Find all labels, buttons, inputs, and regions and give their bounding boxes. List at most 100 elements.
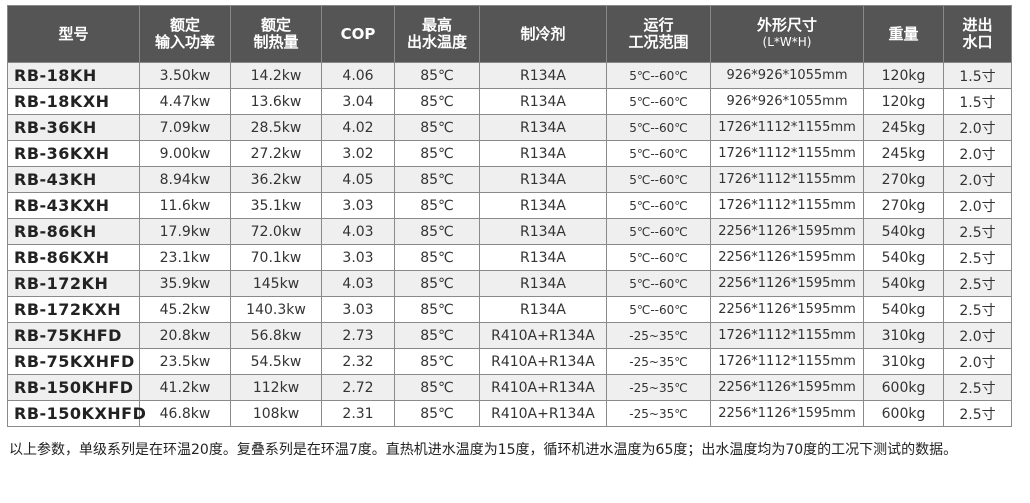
cell-weight: 540kg (863, 244, 944, 271)
cell-input-power: 11.6kw (139, 192, 231, 219)
cell-input-power: 35.9kw (139, 270, 231, 297)
cell-weight: 600kg (863, 400, 944, 427)
cell-heating-capacity: 140.3kw (230, 296, 322, 323)
cell-cop: 3.03 (321, 192, 395, 219)
header-cop: COP (321, 5, 395, 63)
cell-operating-range: 5℃--60℃ (606, 62, 711, 89)
cell-water-port: 2.0寸 (943, 114, 1012, 141)
cell-dimensions: 926*926*1055mm (710, 88, 864, 115)
cell-operating-range: 5℃--60℃ (606, 88, 711, 115)
table-row: RB-86KH 17.9kw 72.0kw 4.03 85℃ R134A 5℃--60℃ 22… (7, 218, 1012, 245)
cell-input-power: 23.1kw (139, 244, 231, 271)
cell-model: RB-86KH (7, 218, 140, 245)
cell-dimensions: 1726*1112*1155mm (710, 166, 864, 193)
footnote: 以上参数，单级系列是在环温20度。复叠系列是在环温7度。直热机进水温度为15度，… (9, 442, 958, 458)
header-line1: COP (340, 24, 376, 43)
header-line1: 额定 (260, 16, 291, 34)
cell-refrigerant: R410A+R134A (479, 400, 607, 427)
cell-refrigerant: R134A (479, 244, 607, 271)
header-line2: 制热量 (253, 33, 299, 51)
cell-input-power: 45.2kw (139, 296, 231, 323)
table-row: RB-18KH 3.50kw 14.2kw 4.06 85℃ R134A 5℃--60℃ 92… (7, 62, 1012, 89)
cell-dimensions: 1726*1112*1155mm (710, 192, 864, 219)
cell-max-outlet-temp: 85℃ (394, 192, 480, 219)
cell-water-port: 2.0寸 (943, 192, 1012, 219)
cell-weight: 540kg (863, 218, 944, 245)
header-water-port: 进出 水口 (943, 5, 1012, 63)
cell-water-port: 2.5寸 (943, 400, 1012, 427)
cell-water-port: 2.0寸 (943, 166, 1012, 193)
cell-heating-capacity: 28.5kw (230, 114, 322, 141)
cell-max-outlet-temp: 85℃ (394, 140, 480, 167)
cell-refrigerant: R134A (479, 218, 607, 245)
cell-weight: 540kg (863, 296, 944, 323)
cell-max-outlet-temp: 85℃ (394, 348, 480, 375)
table-row: RB-172KXH 45.2kw 140.3kw 3.03 85℃ R134A 5℃--60… (7, 296, 1012, 323)
cell-input-power: 7.09kw (139, 114, 231, 141)
table-row: RB-43KH 8.94kw 36.2kw 4.05 85℃ R134A 5℃--60℃ 17… (7, 166, 1012, 193)
cell-water-port: 1.5寸 (943, 62, 1012, 89)
header-dimensions: 外形尺寸 (L*W*H) (710, 5, 864, 63)
cell-dimensions: 926*926*1055mm (710, 62, 864, 89)
table-row: RB-150KXHFD 46.8kw 108kw 2.31 85℃ R410A+R134A… (7, 400, 1012, 427)
cell-heating-capacity: 56.8kw (230, 322, 322, 349)
cell-max-outlet-temp: 85℃ (394, 114, 480, 141)
cell-heating-capacity: 145kw (230, 270, 322, 297)
cell-refrigerant: R134A (479, 114, 607, 141)
header-row: 型号 额定 输入功率 额定 制热量 COP 最高 出水温度 制冷剂 运行 工况范围 外形尺寸 (L*W*… (7, 5, 1012, 63)
cell-input-power: 46.8kw (139, 400, 231, 427)
header-line1: 重量 (888, 24, 919, 43)
cell-input-power: 41.2kw (139, 374, 231, 401)
cell-refrigerant: R410A+R134A (479, 322, 607, 349)
cell-refrigerant: R134A (479, 166, 607, 193)
cell-water-port: 2.0寸 (943, 348, 1012, 375)
cell-cop: 4.03 (321, 270, 395, 297)
spec-table: 型号 额定 输入功率 额定 制热量 COP 最高 出水温度 制冷剂 运行 工况范围 外形尺寸 (L*W*… (7, 5, 1012, 427)
cell-water-port: 2.5寸 (943, 374, 1012, 401)
cell-weight: 120kg (863, 88, 944, 115)
cell-dimensions: 2256*1126*1595mm (710, 244, 864, 271)
cell-water-port: 2.5寸 (943, 270, 1012, 297)
header-line1: 额定 (169, 16, 200, 34)
cell-water-port: 2.0寸 (943, 140, 1012, 167)
header-line2: 水口 (962, 33, 993, 51)
cell-dimensions: 1726*1112*1155mm (710, 322, 864, 349)
cell-weight: 310kg (863, 348, 944, 375)
cell-input-power: 23.5kw (139, 348, 231, 375)
cell-operating-range: 5℃--60℃ (606, 114, 711, 141)
cell-max-outlet-temp: 85℃ (394, 218, 480, 245)
cell-operating-range: 5℃--60℃ (606, 192, 711, 219)
cell-cop: 2.73 (321, 322, 395, 349)
cell-refrigerant: R134A (479, 270, 607, 297)
cell-model: RB-75KHFD (7, 322, 140, 349)
cell-dimensions: 2256*1126*1595mm (710, 218, 864, 245)
cell-dimensions: 1726*1112*1155mm (710, 114, 864, 141)
cell-heating-capacity: 35.1kw (230, 192, 322, 219)
cell-water-port: 1.5寸 (943, 88, 1012, 115)
cell-cop: 3.03 (321, 244, 395, 271)
cell-heating-capacity: 14.2kw (230, 62, 322, 89)
table-row: RB-43KXH 11.6kw 35.1kw 3.03 85℃ R134A 5℃--60℃ 1… (7, 192, 1012, 219)
header-weight: 重量 (863, 5, 944, 63)
cell-dimensions: 1726*1112*1155mm (710, 140, 864, 167)
cell-heating-capacity: 36.2kw (230, 166, 322, 193)
cell-weight: 245kg (863, 114, 944, 141)
cell-heating-capacity: 72.0kw (230, 218, 322, 245)
cell-operating-range: -25~35℃ (606, 374, 711, 401)
cell-heating-capacity: 108kw (230, 400, 322, 427)
cell-heating-capacity: 54.5kw (230, 348, 322, 375)
cell-operating-range: 5℃--60℃ (606, 244, 711, 271)
header-line1: 最高 (421, 16, 452, 34)
cell-input-power: 8.94kw (139, 166, 231, 193)
header-line2: 工况范围 (628, 33, 689, 51)
cell-max-outlet-temp: 85℃ (394, 374, 480, 401)
cell-operating-range: 5℃--60℃ (606, 166, 711, 193)
cell-dimensions: 2256*1126*1595mm (710, 296, 864, 323)
cell-operating-range: 5℃--60℃ (606, 218, 711, 245)
table-row: RB-36KXH 9.00kw 27.2kw 3.02 85℃ R134A 5℃--60℃ 1… (7, 140, 1012, 167)
cell-model: RB-150KHFD (7, 374, 140, 401)
table-row: RB-172KH 35.9kw 145kw 4.03 85℃ R134A 5℃--60℃ 22… (7, 270, 1012, 297)
cell-water-port: 2.0寸 (943, 322, 1012, 349)
cell-refrigerant: R134A (479, 62, 607, 89)
cell-input-power: 9.00kw (139, 140, 231, 167)
